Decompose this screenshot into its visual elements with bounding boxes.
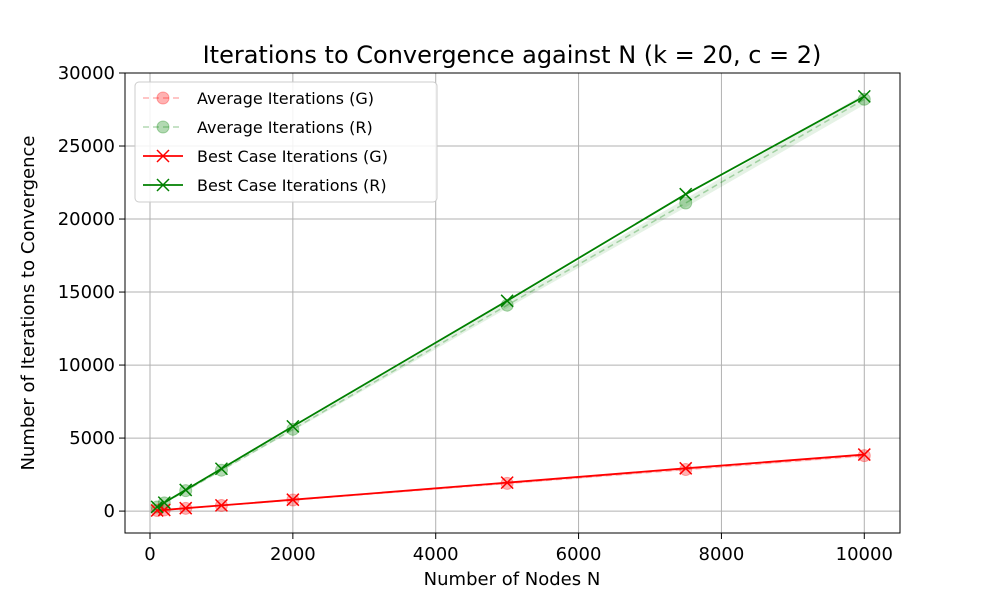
- x-tick-label: 6000: [556, 544, 602, 565]
- x-axis-label: Number of Nodes N: [424, 569, 601, 590]
- legend-label: Average Iterations (R): [197, 118, 373, 137]
- data-point: [214, 462, 228, 476]
- legend-item: Average Iterations (G): [143, 89, 374, 108]
- data-point: [150, 500, 164, 514]
- x-tick-label: 8000: [699, 544, 745, 565]
- data-point: [500, 294, 514, 308]
- y-tick-label: 10000: [58, 355, 115, 376]
- data-point: [500, 476, 514, 490]
- data-point: [214, 498, 228, 512]
- x-tick-label: 2000: [270, 544, 316, 565]
- legend-item: Average Iterations (R): [143, 118, 373, 137]
- series-line: [156, 95, 865, 508]
- legend-swatch-marker: [156, 91, 170, 105]
- data-point: [157, 496, 171, 510]
- series-best-case-iterations-r: [150, 89, 871, 514]
- legend-item: Best Case Iterations (R): [143, 176, 387, 195]
- legend-label: Best Case Iterations (R): [197, 176, 387, 195]
- legend-swatch-marker: [156, 120, 170, 134]
- x-axis-ticks: 0 2000 4000 6000 8000 10000: [144, 533, 893, 565]
- x-tick-label: 0: [144, 544, 155, 565]
- legend-swatch-marker: [156, 149, 170, 163]
- series-layer: [150, 89, 871, 518]
- legend-item: Best Case Iterations (G): [143, 147, 388, 166]
- y-tick-label: 25000: [58, 136, 115, 157]
- y-axis-ticks: 0 5000 10000 15000 20000 25000 30000: [58, 63, 125, 522]
- series-band: [157, 93, 865, 508]
- y-tick-label: 0: [104, 501, 115, 522]
- data-point: [286, 493, 300, 507]
- data-point: [179, 483, 193, 497]
- legend-label: Average Iterations (G): [197, 89, 374, 108]
- data-point: [679, 196, 693, 210]
- y-tick-label: 15000: [58, 282, 115, 303]
- y-tick-label: 30000: [58, 63, 115, 84]
- plot-frame: [124, 72, 901, 534]
- legend-label: Best Case Iterations (G): [197, 147, 388, 166]
- legend-swatch-marker: [156, 178, 170, 192]
- data-point: [857, 89, 871, 103]
- legend: Average Iterations (G) Average Iterations…: [134, 81, 438, 203]
- legend-box: [134, 81, 438, 203]
- data-point: [679, 461, 693, 475]
- y-axis-label: Number of Iterations to Convergence: [18, 135, 39, 470]
- data-point: [286, 419, 300, 433]
- chart-title: Iterations to Convergence against N (k =…: [203, 41, 822, 69]
- y-tick-label: 20000: [58, 209, 115, 230]
- y-tick-label: 5000: [69, 428, 115, 449]
- data-point: [179, 501, 193, 515]
- data-point: [857, 448, 871, 462]
- x-tick-label: 4000: [413, 544, 459, 565]
- data-point: [679, 187, 693, 201]
- x-tick-label: 10000: [836, 544, 893, 565]
- series-line: [157, 453, 865, 512]
